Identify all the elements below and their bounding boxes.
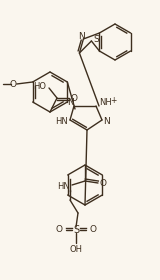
Text: HN: HN: [58, 181, 70, 190]
Text: N: N: [104, 116, 110, 125]
Text: OH: OH: [69, 244, 83, 253]
Text: O: O: [71, 94, 77, 102]
Text: HO: HO: [33, 81, 47, 90]
Text: N: N: [78, 32, 85, 41]
Text: O: O: [9, 80, 16, 88]
Text: HN: HN: [56, 116, 68, 125]
Text: S: S: [94, 34, 99, 43]
Text: NH: NH: [99, 97, 112, 106]
Text: O: O: [100, 179, 107, 188]
Text: S: S: [73, 225, 79, 235]
Text: +: +: [110, 95, 116, 104]
Text: O: O: [56, 225, 63, 235]
Text: O: O: [89, 225, 96, 235]
Text: N: N: [67, 97, 73, 106]
